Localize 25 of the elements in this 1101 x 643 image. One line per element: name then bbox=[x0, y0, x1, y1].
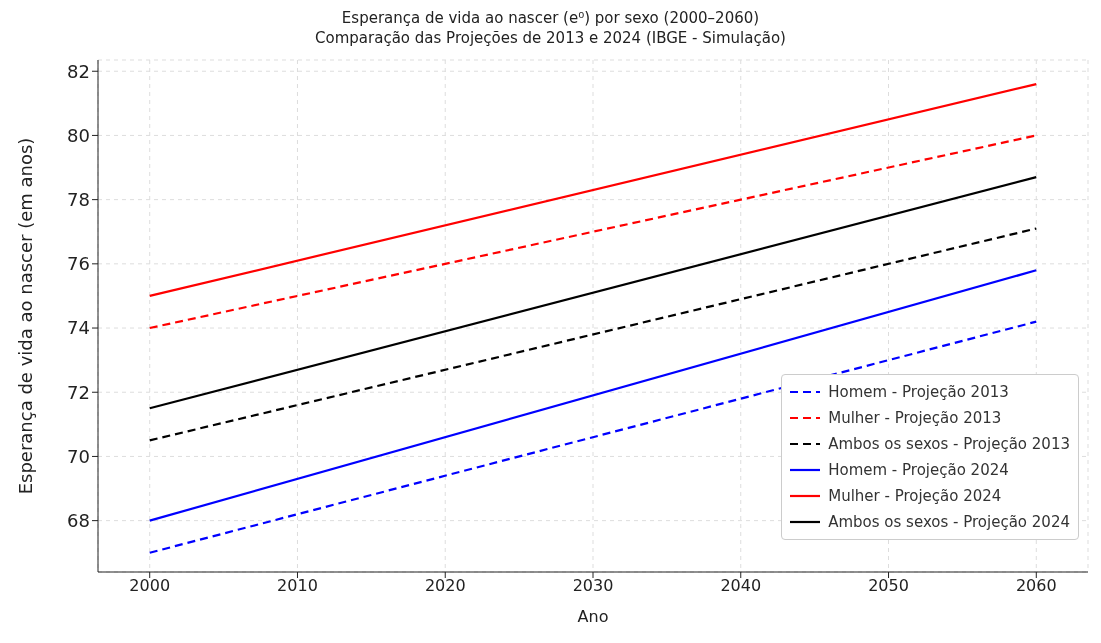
x-axis-title: Ano bbox=[577, 607, 609, 626]
legend-label: Ambos os sexos - Projeção 2013 bbox=[828, 434, 1070, 455]
y-tick-label: 68 bbox=[67, 510, 90, 532]
chart-title: Esperança de vida ao nascer (e⁰) por sexo (2000–2060) bbox=[340, 8, 761, 28]
y-tick-label: 76 bbox=[67, 253, 90, 275]
x-tick-label: 2050 bbox=[868, 576, 909, 596]
x-tick-label: 2060 bbox=[1015, 576, 1057, 596]
legend-label: Homem - Projeção 2013 bbox=[828, 382, 1009, 403]
y-tick-label: 74 bbox=[67, 317, 90, 339]
x-tick-label: 2020 bbox=[424, 576, 466, 596]
legend-label: Homem - Projeção 2024 bbox=[828, 460, 1009, 481]
x-tick-label: 2000 bbox=[129, 576, 171, 596]
legend-label: Mulher - Projeção 2024 bbox=[828, 486, 1002, 507]
legend-label: Ambos os sexos - Projeção 2024 bbox=[828, 512, 1070, 533]
y-tick-label: 82 bbox=[67, 60, 90, 82]
x-tick-label: 2010 bbox=[277, 576, 318, 596]
y-tick-label: 80 bbox=[67, 124, 90, 146]
y-tick-label: 72 bbox=[67, 381, 90, 403]
chart-subtitle: Comparação das Projeções de 2013 e 2024 (IBGE - Simulação) bbox=[314, 28, 787, 48]
y-tick-label: 78 bbox=[67, 189, 90, 211]
y-tick-label: 70 bbox=[67, 445, 90, 467]
x-tick-label: 2040 bbox=[720, 576, 762, 596]
y-axis-title: Esperança de vida ao nascer (em anos) bbox=[15, 137, 37, 495]
legend-label: Mulher - Projeção 2013 bbox=[828, 408, 1002, 429]
x-tick-label: 2030 bbox=[572, 576, 614, 596]
